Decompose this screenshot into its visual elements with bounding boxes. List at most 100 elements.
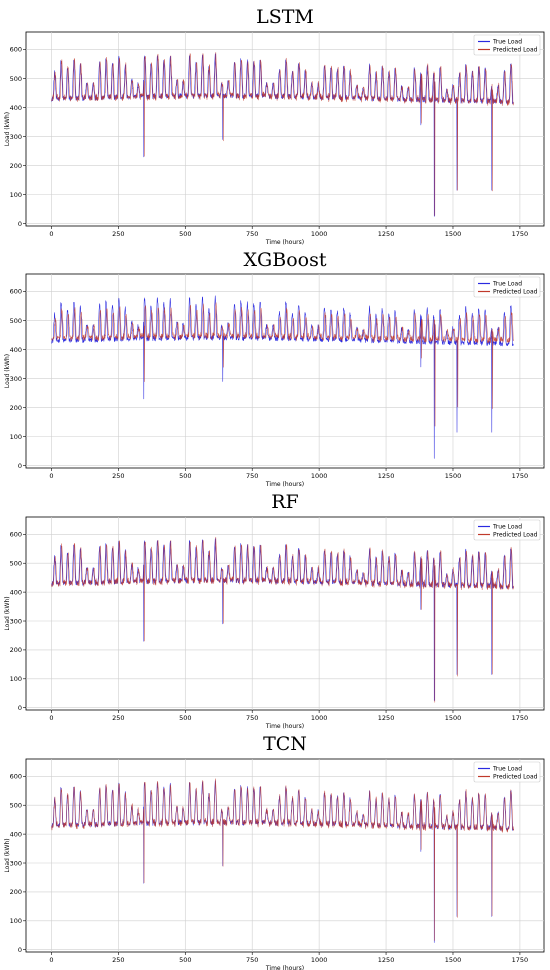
y-tick-label: 0 xyxy=(18,220,22,228)
chart-title: RF xyxy=(271,491,299,513)
y-axis-label: Load (kWh) xyxy=(4,596,11,630)
x-tick-label: 250 xyxy=(112,230,124,238)
x-tick-label: 1000 xyxy=(311,714,328,722)
x-tick-label: 250 xyxy=(112,956,124,964)
x-tick-label: 1250 xyxy=(378,230,395,238)
y-tick-label: 200 xyxy=(10,404,22,412)
legend-entry: Predicted Load xyxy=(493,774,538,781)
y-tick-label: 0 xyxy=(18,704,22,712)
y-tick-label: 300 xyxy=(10,859,22,867)
x-tick-label: 500 xyxy=(179,956,191,964)
plot-area xyxy=(25,273,545,469)
y-tick-label: 500 xyxy=(10,317,22,325)
chart-title: TCN xyxy=(263,733,307,755)
x-tick-label: 750 xyxy=(246,472,258,480)
legend-box xyxy=(473,519,541,541)
y-tick-label: 500 xyxy=(10,560,22,568)
x-tick-label: 1500 xyxy=(445,956,462,964)
plot-area xyxy=(25,31,545,227)
x-tick-label: 1750 xyxy=(512,230,529,238)
x-tick-label: 250 xyxy=(112,714,124,722)
series-predicted-load xyxy=(51,536,515,703)
y-tick-label: 300 xyxy=(10,375,22,383)
x-axis-label: Time (hours) xyxy=(265,481,304,488)
plot-area xyxy=(25,516,545,711)
legend-entry: True Load xyxy=(492,524,522,531)
legend-box xyxy=(473,34,541,56)
y-tick-label: 200 xyxy=(10,888,22,896)
y-tick-label: 600 xyxy=(10,288,22,296)
x-tick-label: 750 xyxy=(246,956,258,964)
y-tick-label: 400 xyxy=(10,104,22,112)
x-tick-label: 1500 xyxy=(445,714,462,722)
y-tick-label: 300 xyxy=(10,133,22,141)
y-tick-label: 600 xyxy=(10,531,22,539)
chart-panel-rf: RF 0 250 500 750 1000 1250 1500 1750 0 100 200 300 40… xyxy=(4,491,545,730)
x-axis-label: Time (hours) xyxy=(265,723,304,730)
x-tick-label: 1000 xyxy=(311,956,328,964)
x-tick-label: 1750 xyxy=(512,956,529,964)
y-tick-label: 600 xyxy=(10,46,22,54)
series-predicted-load xyxy=(51,52,514,216)
legend-entry: Predicted Load xyxy=(493,47,538,54)
x-tick-label: 500 xyxy=(179,230,191,238)
chart-panel-xgboost: XGBoost 0 250 500 750 1000 1250 1500 1750 0 100 200… xyxy=(4,249,545,488)
chart-title: XGBoost xyxy=(244,249,327,271)
y-tick-label: 200 xyxy=(10,162,22,170)
y-tick-label: 200 xyxy=(10,646,22,654)
x-tick-label: 1250 xyxy=(378,472,395,480)
legend-entry: True Load xyxy=(492,766,522,773)
legend-entry: Predicted Load xyxy=(493,532,538,539)
x-tick-label: 1250 xyxy=(378,956,395,964)
x-tick-label: 500 xyxy=(179,472,191,480)
series-predicted-load xyxy=(51,302,514,427)
x-tick-label: 1750 xyxy=(512,714,529,722)
chart-panel-lstm: LSTM 0 250 500 750 1000 1250 1500 1750 0 100 200 300… xyxy=(4,6,545,246)
y-tick-label: 100 xyxy=(10,675,22,683)
legend-entry: True Load xyxy=(492,39,522,46)
y-tick-label: 100 xyxy=(10,191,22,199)
y-axis-label: Load (kWh) xyxy=(4,838,11,872)
x-tick-label: 1500 xyxy=(445,230,462,238)
x-tick-label: 1500 xyxy=(445,472,462,480)
x-axis-label: Time (hours) xyxy=(265,965,304,970)
y-tick-label: 100 xyxy=(10,433,22,441)
legend-entry: Predicted Load xyxy=(493,289,538,296)
series-predicted-load xyxy=(51,778,515,941)
y-axis-label: Load (kWh) xyxy=(4,354,11,388)
x-tick-label: 0 xyxy=(49,230,53,238)
chart-panel-tcn: TCN 0 250 500 750 1000 1250 1500 1750 0 100 200 300 4… xyxy=(4,733,545,970)
x-tick-label: 250 xyxy=(112,472,124,480)
x-tick-label: 750 xyxy=(246,230,258,238)
plot-area xyxy=(25,758,545,953)
y-tick-label: 500 xyxy=(10,802,22,810)
y-tick-label: 400 xyxy=(10,588,22,596)
y-axis-label: Load (kWh) xyxy=(4,112,11,146)
y-tick-label: 400 xyxy=(10,830,22,838)
x-tick-label: 1000 xyxy=(311,472,328,480)
y-tick-label: 400 xyxy=(10,346,22,354)
x-tick-label: 1750 xyxy=(512,472,529,480)
x-tick-label: 0 xyxy=(49,472,53,480)
x-tick-label: 1250 xyxy=(378,714,395,722)
x-tick-label: 500 xyxy=(179,714,191,722)
y-tick-label: 600 xyxy=(10,773,22,781)
x-axis-label: Time (hours) xyxy=(265,239,304,246)
chart-title: LSTM xyxy=(256,6,314,28)
legend-entry: True Load xyxy=(492,281,522,288)
x-tick-label: 0 xyxy=(49,956,53,964)
x-tick-label: 750 xyxy=(246,714,258,722)
y-tick-label: 500 xyxy=(10,75,22,83)
legend-box xyxy=(473,276,541,298)
x-tick-label: 0 xyxy=(49,714,53,722)
legend-box xyxy=(473,761,541,783)
y-tick-label: 100 xyxy=(10,917,22,925)
y-tick-label: 0 xyxy=(18,462,22,470)
y-tick-label: 0 xyxy=(18,946,22,954)
y-tick-label: 300 xyxy=(10,617,22,625)
